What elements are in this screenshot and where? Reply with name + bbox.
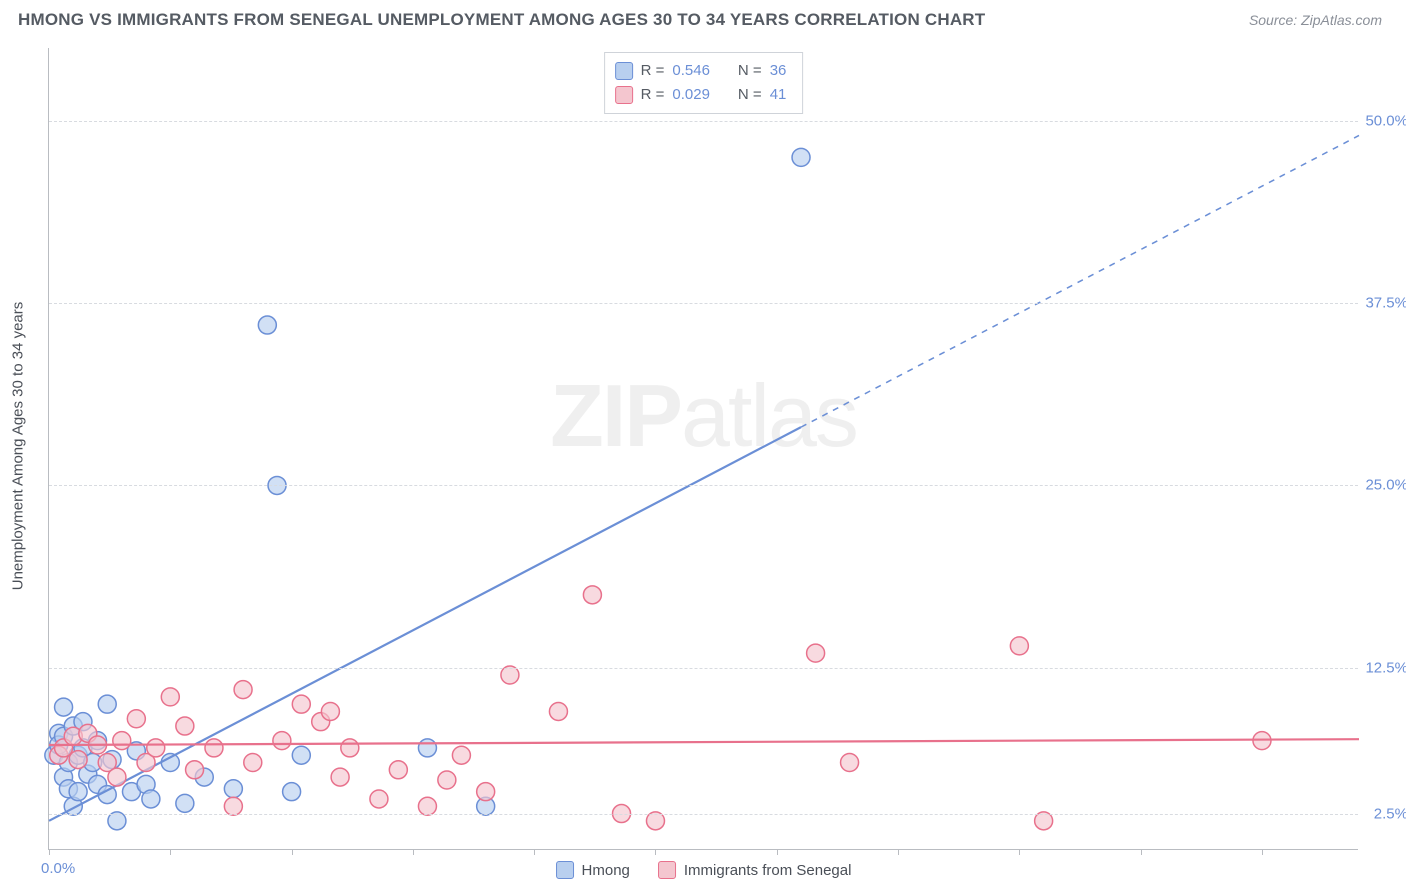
x-tick <box>292 849 293 855</box>
data-point <box>807 644 825 662</box>
legend-stats: R = 0.546 N = 36 R = 0.029 N = 41 <box>604 52 804 114</box>
grid-line <box>49 668 1358 669</box>
data-point <box>69 751 87 769</box>
legend-series-item: Immigrants from Senegal <box>658 861 852 879</box>
plot-area: ZIPatlas R =0.546N =36R =0.029N =41 0.0%… <box>48 48 1358 850</box>
x-tick <box>49 849 50 855</box>
data-point <box>283 783 301 801</box>
data-point <box>108 812 126 830</box>
x-tick <box>1019 849 1020 855</box>
legend-n-label: N = <box>738 83 762 107</box>
x-tick <box>534 849 535 855</box>
data-point <box>477 783 495 801</box>
legend-n-value: 36 <box>770 59 787 83</box>
data-point <box>176 717 194 735</box>
data-point <box>224 780 242 798</box>
y-tick-label: 50.0% <box>1360 112 1406 129</box>
data-point <box>292 695 310 713</box>
legend-swatch <box>556 861 574 879</box>
data-point <box>1035 812 1053 830</box>
title-bar: HMONG VS IMMIGRANTS FROM SENEGAL UNEMPLO… <box>0 0 1406 36</box>
data-point <box>418 739 436 757</box>
data-point <box>438 771 456 789</box>
y-tick-label: 2.5% <box>1360 805 1406 822</box>
chart-title: HMONG VS IMMIGRANTS FROM SENEGAL UNEMPLO… <box>18 10 985 30</box>
legend-swatch <box>615 86 633 104</box>
grid-line <box>49 303 1358 304</box>
data-point <box>841 754 859 772</box>
trend-line <box>49 739 1359 745</box>
data-point <box>176 794 194 812</box>
legend-stat-row: R = 0.546 N = 36 <box>615 59 787 83</box>
x-tick <box>170 849 171 855</box>
legend-n-label: N = <box>738 59 762 83</box>
legend-r-value: 0.546 <box>672 59 710 83</box>
x-tick <box>413 849 414 855</box>
x-tick <box>655 849 656 855</box>
data-point <box>389 761 407 779</box>
data-point <box>127 710 145 728</box>
source-label: Source: ZipAtlas.com <box>1249 12 1382 28</box>
data-point <box>341 739 359 757</box>
x-tick <box>1262 849 1263 855</box>
x-tick <box>1141 849 1142 855</box>
data-point <box>98 695 116 713</box>
data-point <box>258 316 276 334</box>
x-first-tick-label: 0.0% <box>41 860 75 877</box>
data-point <box>244 754 262 772</box>
data-point <box>205 739 223 757</box>
trend-line-extension <box>801 135 1359 427</box>
y-tick-label: 12.5% <box>1360 659 1406 676</box>
legend-series-name: Immigrants from Senegal <box>684 862 852 879</box>
legend-r-value: 0.029 <box>672 83 710 107</box>
legend-r-label: R = <box>641 59 665 83</box>
y-tick-label: 37.5% <box>1360 295 1406 312</box>
y-axis-label: Unemployment Among Ages 30 to 34 years <box>10 302 27 591</box>
data-point <box>292 746 310 764</box>
data-point <box>69 783 87 801</box>
y-tick-label: 25.0% <box>1360 477 1406 494</box>
grid-line <box>49 814 1358 815</box>
data-point <box>113 732 131 750</box>
legend-swatch <box>658 861 676 879</box>
data-point <box>55 698 73 716</box>
legend-series-name: Hmong <box>582 862 630 879</box>
data-point <box>1010 637 1028 655</box>
legend-series-item: Hmong <box>556 861 630 879</box>
data-point <box>370 790 388 808</box>
data-point <box>331 768 349 786</box>
legend-series: Hmong Immigrants from Senegal <box>556 861 852 879</box>
data-point <box>273 732 291 750</box>
data-point <box>646 812 664 830</box>
data-point <box>549 702 567 720</box>
data-point <box>108 768 126 786</box>
data-point <box>186 761 204 779</box>
chart-svg <box>49 48 1358 849</box>
data-point <box>452 746 470 764</box>
legend-n-value: 41 <box>770 83 787 107</box>
data-point <box>792 148 810 166</box>
legend-r-label: R = <box>641 83 665 107</box>
data-point <box>147 739 165 757</box>
x-tick <box>898 849 899 855</box>
grid-line <box>49 121 1358 122</box>
grid-line <box>49 485 1358 486</box>
legend-swatch <box>615 62 633 80</box>
legend-stat-row: R = 0.029 N = 41 <box>615 83 787 107</box>
x-tick <box>777 849 778 855</box>
data-point <box>142 790 160 808</box>
data-point <box>234 681 252 699</box>
data-point <box>321 702 339 720</box>
data-point <box>583 586 601 604</box>
data-point <box>161 688 179 706</box>
